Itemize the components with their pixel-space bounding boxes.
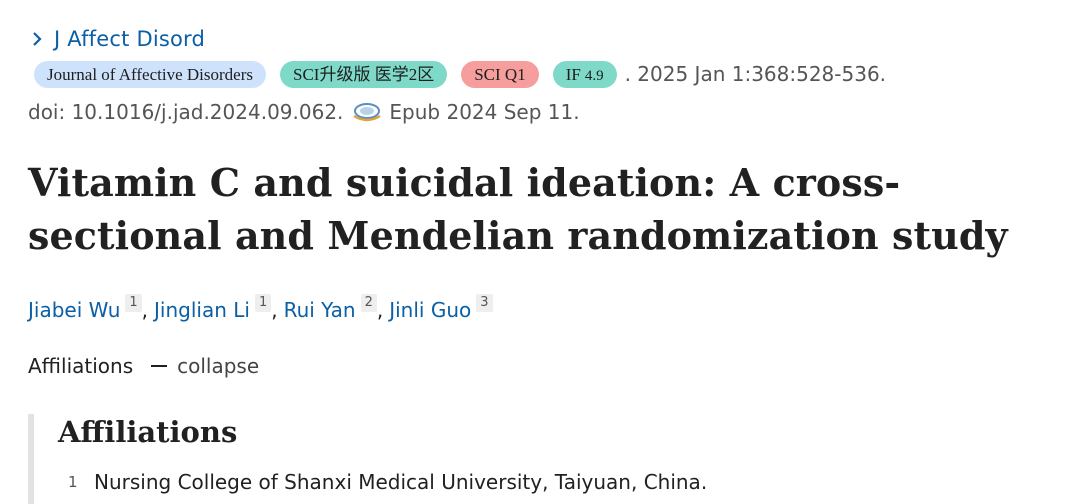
- author-list: Jiabei Wu 1 , Jinglian Li 1 , Rui Yan 2 …: [28, 294, 493, 326]
- author-separator: ,: [271, 298, 278, 322]
- affiliations-panel: Affiliations 1 Nursing College of Shanxi…: [28, 414, 1054, 504]
- author-separator: ,: [141, 298, 149, 322]
- author-link[interactable]: Rui Yan: [283, 298, 356, 322]
- affiliation-ref[interactable]: 1: [254, 294, 272, 312]
- impact-factor-badge[interactable]: IF 4.9: [552, 60, 617, 88]
- doi-text[interactable]: doi: 10.1016/j.jad.2024.09.062.: [28, 100, 344, 124]
- affiliation-ref[interactable]: 2: [360, 294, 377, 312]
- journal-abbrev[interactable]: J Affect Disord: [54, 27, 206, 51]
- citation-line: Journal of Affective Disorders SCI升级版 医学…: [34, 58, 886, 90]
- affiliation-ref[interactable]: 3: [476, 294, 493, 312]
- author-link[interactable]: Jiabei Wu: [28, 298, 121, 322]
- impact-factor-label: IF: [565, 64, 581, 84]
- author-separator: ,: [376, 298, 384, 322]
- author-link[interactable]: Jinli Guo: [389, 298, 472, 322]
- impact-factor-value: 4.9: [584, 67, 604, 84]
- citation-issue: . 2025 Jan 1:368:528-536.: [624, 62, 887, 86]
- affiliation-text: Nursing College of Shanxi Medical Univer…: [94, 470, 708, 494]
- epub-icon: [351, 99, 383, 125]
- journal-link[interactable]: J Affect Disord: [28, 24, 205, 54]
- article-title: Vitamin C and suicidal ideation: A cross…: [28, 160, 1008, 258]
- affiliations-toggle[interactable]: Affiliations collapse: [28, 350, 259, 382]
- collapse-label: collapse: [177, 354, 260, 378]
- sci-upgrade-badge[interactable]: SCI升级版 医学2区: [280, 60, 448, 88]
- doi-line: doi: 10.1016/j.jad.2024.09.062. Epub 202…: [28, 96, 580, 128]
- affiliation-number: 1: [68, 473, 78, 491]
- sci-quartile-badge[interactable]: SCI Q1: [461, 60, 539, 88]
- epub-date: Epub 2024 Sep 11.: [389, 100, 580, 124]
- collapse-dash-icon: [151, 365, 168, 367]
- affiliation-ref[interactable]: 1: [125, 294, 142, 312]
- chevron-right-icon: [28, 30, 46, 48]
- affiliation-item: 1 Nursing College of Shanxi Medical Univ…: [68, 470, 707, 494]
- journal-name-badge[interactable]: Journal of Affective Disorders: [34, 60, 266, 88]
- affiliations-toggle-label: Affiliations: [28, 354, 134, 378]
- author-link[interactable]: Jinglian Li: [154, 298, 250, 322]
- affiliations-heading: Affiliations: [58, 415, 238, 449]
